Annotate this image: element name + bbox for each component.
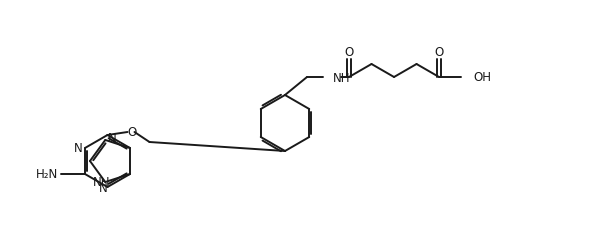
Text: NH: NH xyxy=(93,176,110,189)
Text: N: N xyxy=(108,132,117,146)
Text: O: O xyxy=(345,46,353,59)
Text: O: O xyxy=(434,46,444,59)
Text: O: O xyxy=(128,127,137,140)
Text: N: N xyxy=(74,141,82,155)
Text: OH: OH xyxy=(473,70,491,83)
Text: N: N xyxy=(99,182,108,196)
Text: NH: NH xyxy=(333,72,350,85)
Text: H₂N: H₂N xyxy=(36,168,58,181)
